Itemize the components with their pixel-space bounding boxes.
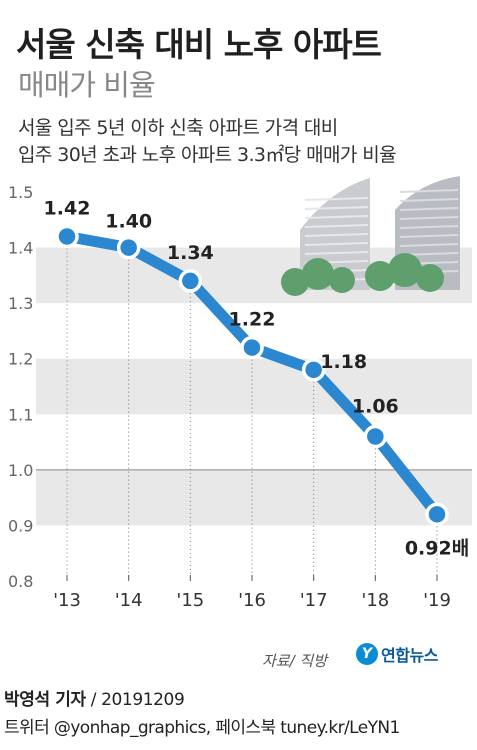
- x-tick-label: '16: [238, 590, 266, 611]
- line-chart: 0.8 0.9 1.0 1.1 1.2 1.3 1.4 1.5 '13 '14 '15 '16 '17…: [8, 176, 472, 611]
- chart-subtitle: 매매가 비율: [18, 68, 156, 102]
- x-tick-label: '17: [300, 590, 328, 611]
- data-point: [116, 235, 141, 260]
- grid-band: [36, 469, 472, 526]
- tree-icon: [416, 264, 444, 292]
- y-tick-label: 0.9: [8, 516, 33, 535]
- byline: 박영석 기자 / 20191209: [4, 685, 185, 710]
- description-line-2: 입주 30년 초과 노후 아파트 3.3㎡당 매매가 비율: [18, 144, 397, 166]
- tree-icon: [388, 253, 422, 287]
- data-point: [178, 269, 203, 293]
- reporter-name: 박영석 기자: [4, 690, 86, 710]
- data-label: 1.22: [229, 309, 276, 331]
- chart-title: 서울 신축 대비 노후 아파트: [16, 25, 382, 64]
- tree-icon: [329, 267, 355, 293]
- description-line-1: 서울 입주 5년 이하 신축 아파트 가격 대비: [18, 117, 338, 139]
- grid-band: [36, 358, 472, 415]
- yonhap-logo-icon: Y: [356, 643, 378, 665]
- building-window-row: [399, 225, 459, 229]
- x-axis-labels: '13 '14 '15 '16 '17 '18 '19: [53, 236, 451, 611]
- data-point: [55, 224, 79, 249]
- x-tick-label: '15: [176, 590, 204, 611]
- building-window-row: [399, 189, 459, 193]
- data-point: [363, 424, 388, 449]
- tree-icon: [302, 258, 334, 290]
- yonhap-logo-text: 연합뉴스: [381, 646, 438, 665]
- x-tick-label: '19: [423, 590, 451, 611]
- data-label: 1.40: [105, 211, 152, 233]
- building-window-row: [399, 216, 459, 220]
- building-window-row: [399, 234, 459, 238]
- y-tick-label: 0.8: [8, 572, 33, 591]
- yonhap-logo: Y 연합뉴스: [356, 642, 438, 666]
- y-tick-label: 1.4: [8, 239, 33, 258]
- data-point: [240, 335, 264, 360]
- data-label: 1.42: [44, 197, 91, 219]
- plot-area: 1.42 1.40 1.34 1.22 1.18 1.06 0.92배: [44, 197, 470, 559]
- apartment-illustration: [281, 176, 460, 296]
- data-label: 0.92배: [405, 537, 469, 559]
- building-window-row: [399, 207, 459, 211]
- data-label: 1.06: [352, 396, 399, 418]
- building-window-row: [304, 251, 369, 255]
- data-point: [301, 358, 326, 382]
- y-tick-label: 1.1: [8, 405, 33, 424]
- building-window-row: [304, 197, 369, 201]
- y-tick-label: 1.2: [8, 350, 33, 369]
- data-point: [425, 502, 449, 527]
- y-tick-label: 1.5: [8, 183, 33, 202]
- building-window-row: [304, 206, 369, 210]
- tree-icon: [281, 268, 309, 296]
- building-window-row: [304, 224, 369, 228]
- y-axis-ticks: 0.8 0.9 1.0 1.1 1.2 1.3 1.4 1.5: [8, 183, 33, 591]
- x-tick-label: '14: [115, 590, 143, 611]
- x-tick-label: '18: [361, 590, 389, 611]
- data-label: 1.34: [167, 242, 214, 264]
- y-tick-label: 1.0: [8, 461, 33, 480]
- tree-icon: [365, 261, 395, 291]
- source-note: 자료/ 직방: [262, 652, 328, 670]
- building-window-row: [399, 198, 459, 202]
- social-links: 트위터 @yonhap_graphics, 페이스북 tuney.kr/LeYN…: [4, 718, 400, 738]
- data-label: 1.18: [320, 351, 367, 373]
- building-window-row: [304, 215, 369, 219]
- y-tick-label: 1.3: [8, 294, 33, 313]
- building-window-row: [304, 233, 369, 237]
- building-window-row: [304, 242, 369, 246]
- building-window-row: [399, 243, 459, 247]
- publish-date: / 20191209: [90, 690, 185, 710]
- x-tick-label: '13: [53, 590, 81, 611]
